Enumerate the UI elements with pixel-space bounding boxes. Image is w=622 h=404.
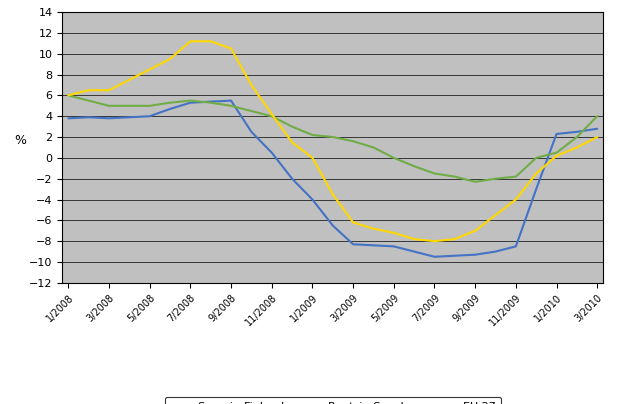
Ruotsi - Sweden xyxy=(471,179,479,184)
EU 27 xyxy=(85,88,93,93)
EU 27 xyxy=(309,156,316,160)
Suomi - Finland xyxy=(248,129,255,134)
Suomi - Finland xyxy=(187,100,194,105)
Suomi - Finland xyxy=(451,253,458,258)
Ruotsi - Sweden xyxy=(451,174,458,179)
EU 27 xyxy=(105,88,113,93)
Ruotsi - Sweden xyxy=(532,156,540,160)
Ruotsi - Sweden xyxy=(289,124,296,129)
Suomi - Finland xyxy=(268,150,276,155)
Ruotsi - Sweden xyxy=(248,109,255,114)
Suomi - Finland xyxy=(126,115,133,120)
Suomi - Finland xyxy=(593,126,601,131)
EU 27 xyxy=(553,154,560,158)
Suomi - Finland xyxy=(289,176,296,181)
EU 27 xyxy=(146,67,154,72)
Ruotsi - Sweden xyxy=(390,156,397,160)
Suomi - Finland xyxy=(65,116,72,121)
Ruotsi - Sweden xyxy=(369,145,377,150)
Ruotsi - Sweden xyxy=(309,133,316,137)
Ruotsi - Sweden xyxy=(207,100,215,105)
EU 27 xyxy=(593,135,601,139)
Suomi - Finland xyxy=(471,252,479,257)
Suomi - Finland xyxy=(309,197,316,202)
Ruotsi - Sweden xyxy=(431,171,439,176)
Suomi - Finland xyxy=(146,114,154,119)
Suomi - Finland xyxy=(390,244,397,249)
Ruotsi - Sweden xyxy=(85,98,93,103)
EU 27 xyxy=(390,230,397,235)
EU 27 xyxy=(207,39,215,44)
Ruotsi - Sweden xyxy=(146,103,154,108)
Ruotsi - Sweden xyxy=(350,139,357,144)
Suomi - Finland xyxy=(431,255,439,259)
EU 27 xyxy=(187,39,194,44)
Ruotsi - Sweden xyxy=(268,114,276,119)
EU 27 xyxy=(126,77,133,82)
Y-axis label: %: % xyxy=(15,135,27,147)
Suomi - Finland xyxy=(85,115,93,120)
Legend: Suomi - Finland, Ruotsi - Sweden, EU 27: Suomi - Finland, Ruotsi - Sweden, EU 27 xyxy=(165,397,501,404)
Ruotsi - Sweden xyxy=(105,103,113,108)
Ruotsi - Sweden xyxy=(187,98,194,103)
Ruotsi - Sweden xyxy=(329,135,337,139)
Ruotsi - Sweden xyxy=(573,135,580,139)
EU 27 xyxy=(532,171,540,176)
EU 27 xyxy=(411,237,418,242)
Suomi - Finland xyxy=(166,107,174,112)
Suomi - Finland xyxy=(350,242,357,247)
EU 27 xyxy=(512,197,519,202)
EU 27 xyxy=(329,192,337,197)
EU 27 xyxy=(471,228,479,233)
Suomi - Finland xyxy=(227,98,234,103)
Suomi - Finland xyxy=(369,243,377,248)
EU 27 xyxy=(268,112,276,117)
Line: Suomi - Finland: Suomi - Finland xyxy=(68,101,597,257)
Ruotsi - Sweden xyxy=(126,103,133,108)
Suomi - Finland xyxy=(532,187,540,191)
Ruotsi - Sweden xyxy=(166,100,174,105)
Ruotsi - Sweden xyxy=(553,150,560,155)
EU 27 xyxy=(350,220,357,225)
Suomi - Finland xyxy=(492,249,499,254)
Suomi - Finland xyxy=(105,116,113,121)
Ruotsi - Sweden xyxy=(492,176,499,181)
EU 27 xyxy=(573,145,580,150)
Ruotsi - Sweden xyxy=(593,114,601,119)
EU 27 xyxy=(431,239,439,244)
EU 27 xyxy=(166,57,174,61)
Line: EU 27: EU 27 xyxy=(68,41,597,241)
Ruotsi - Sweden xyxy=(512,174,519,179)
EU 27 xyxy=(451,237,458,242)
EU 27 xyxy=(492,213,499,217)
Suomi - Finland xyxy=(573,129,580,134)
Suomi - Finland xyxy=(553,132,560,137)
EU 27 xyxy=(289,140,296,145)
EU 27 xyxy=(248,82,255,87)
Ruotsi - Sweden xyxy=(227,103,234,108)
EU 27 xyxy=(227,46,234,51)
EU 27 xyxy=(65,93,72,98)
Ruotsi - Sweden xyxy=(65,93,72,98)
EU 27 xyxy=(369,226,377,231)
Suomi - Finland xyxy=(329,223,337,228)
Suomi - Finland xyxy=(411,249,418,254)
Suomi - Finland xyxy=(207,99,215,104)
Line: Ruotsi - Sweden: Ruotsi - Sweden xyxy=(68,95,597,182)
Suomi - Finland xyxy=(512,244,519,249)
Ruotsi - Sweden xyxy=(411,164,418,168)
